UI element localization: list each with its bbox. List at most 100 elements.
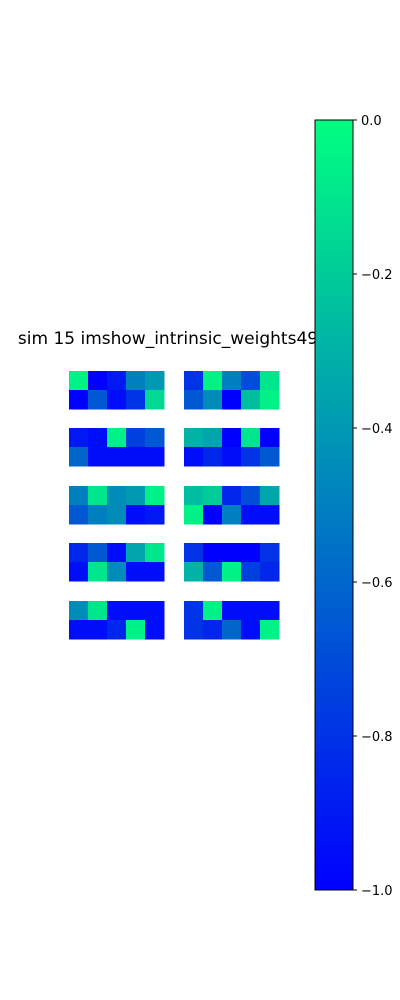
- heatmap-cell: [222, 620, 242, 640]
- colorbar-tick-label: 0.0: [361, 114, 382, 129]
- heatmap-cell: [88, 601, 108, 621]
- heatmap-cell: [88, 562, 108, 582]
- heatmap-cell: [184, 428, 204, 448]
- heatmap-cell: [145, 371, 165, 391]
- heatmap-cell: [184, 390, 204, 410]
- heatmap-cell: [69, 505, 89, 525]
- heatmap-cell: [203, 390, 223, 410]
- heatmap-cell: [203, 562, 223, 582]
- heatmap-cell: [203, 601, 223, 621]
- heatmap-cell: [260, 428, 280, 448]
- heatmap-cell: [241, 428, 261, 448]
- colorbar-gradient: [314, 119, 354, 891]
- heatmap-cell: [241, 486, 261, 506]
- heatmap-cell: [184, 505, 204, 525]
- heatmap-cell: [222, 390, 242, 410]
- heatmap-cell: [126, 543, 146, 563]
- heatmap-panel-r2-c1: [184, 486, 280, 525]
- heatmap-cell: [241, 371, 261, 391]
- heatmap-cell: [203, 371, 223, 391]
- heatmap-cell: [126, 486, 146, 506]
- heatmap-cell: [145, 562, 165, 582]
- colorbar-tick-label: −0.8: [361, 730, 393, 745]
- heatmap-cell: [260, 620, 280, 640]
- heatmap-cell: [222, 447, 242, 467]
- heatmap-cell: [184, 371, 204, 391]
- heatmap-cell: [222, 428, 242, 448]
- heatmap-cell: [69, 447, 89, 467]
- heatmap-cell: [126, 390, 146, 410]
- heatmap-cell: [88, 447, 108, 467]
- heatmap-cell: [222, 486, 242, 506]
- colorbar-ticks: 0.0 −0.2 −0.4 −0.6 −0.8 −1.0: [353, 114, 393, 899]
- heatmap-cell: [126, 601, 146, 621]
- heatmap-cell: [126, 447, 146, 467]
- heatmap-cell: [184, 601, 204, 621]
- heatmap-cell: [107, 562, 127, 582]
- heatmap-cell: [203, 505, 223, 525]
- heatmap-cell: [260, 486, 280, 506]
- colorbar-tick-label: −0.2: [361, 268, 393, 283]
- heatmap-cell: [69, 486, 89, 506]
- heatmap-cell: [222, 371, 242, 391]
- heatmap-panel-r4-c0: [69, 601, 165, 640]
- heatmap-cell: [145, 601, 165, 621]
- heatmap-panel-r3-c1: [184, 543, 280, 582]
- heatmap-cell: [260, 505, 280, 525]
- heatmap-cell: [203, 428, 223, 448]
- heatmap-cell: [126, 428, 146, 448]
- heatmap-cell: [241, 543, 261, 563]
- heatmap-cell: [145, 620, 165, 640]
- heatmap-panel-r0-c0: [69, 371, 165, 410]
- heatmap-cell: [241, 601, 261, 621]
- heatmap-cell: [69, 543, 89, 563]
- heatmap-panel-r1-c1: [184, 428, 280, 467]
- heatmap-cell: [145, 543, 165, 563]
- heatmap-cell: [260, 601, 280, 621]
- heatmap-cell: [203, 486, 223, 506]
- heatmap-cell: [88, 543, 108, 563]
- heatmap-cell: [88, 620, 108, 640]
- heatmap-cell: [69, 620, 89, 640]
- heatmap-cell: [88, 486, 108, 506]
- heatmap-panel-r2-c0: [69, 486, 165, 525]
- heatmap-cell: [145, 390, 165, 410]
- heatmap-cell: [222, 562, 242, 582]
- heatmap-cell: [107, 486, 127, 506]
- heatmap-cell: [126, 620, 146, 640]
- heatmap-cell: [184, 543, 204, 563]
- heatmap-cell: [107, 447, 127, 467]
- heatmap-cell: [107, 390, 127, 410]
- heatmap-cell: [145, 505, 165, 525]
- heatmap-cell: [107, 428, 127, 448]
- heatmap-cell: [203, 447, 223, 467]
- chart-title: sim 15 imshow_intrinsic_weights49: [18, 329, 318, 349]
- heatmap-panels: [69, 371, 280, 640]
- heatmap-cell: [184, 620, 204, 640]
- heatmap-cell: [184, 447, 204, 467]
- heatmap-cell: [241, 390, 261, 410]
- heatmap-cell: [145, 447, 165, 467]
- heatmap-cell: [241, 620, 261, 640]
- heatmap-cell: [69, 428, 89, 448]
- heatmap-cell: [88, 371, 108, 391]
- heatmap-cell: [241, 447, 261, 467]
- heatmap-cell: [260, 562, 280, 582]
- heatmap-cell: [69, 562, 89, 582]
- colorbar-tick-label: −0.4: [361, 422, 393, 437]
- heatmap-cell: [88, 428, 108, 448]
- heatmap-panel-r3-c0: [69, 543, 165, 582]
- heatmap-cell: [88, 505, 108, 525]
- heatmap-panel-r4-c1: [184, 601, 280, 640]
- heatmap-cell: [203, 620, 223, 640]
- heatmap-cell: [69, 390, 89, 410]
- colorbar-tick-label: −1.0: [361, 884, 393, 899]
- heatmap-cell: [69, 601, 89, 621]
- heatmap-cell: [107, 505, 127, 525]
- heatmap-cell: [69, 371, 89, 391]
- heatmap-cell: [260, 543, 280, 563]
- heatmap-cell: [241, 505, 261, 525]
- heatmap-cell: [107, 371, 127, 391]
- heatmap-cell: [145, 428, 165, 448]
